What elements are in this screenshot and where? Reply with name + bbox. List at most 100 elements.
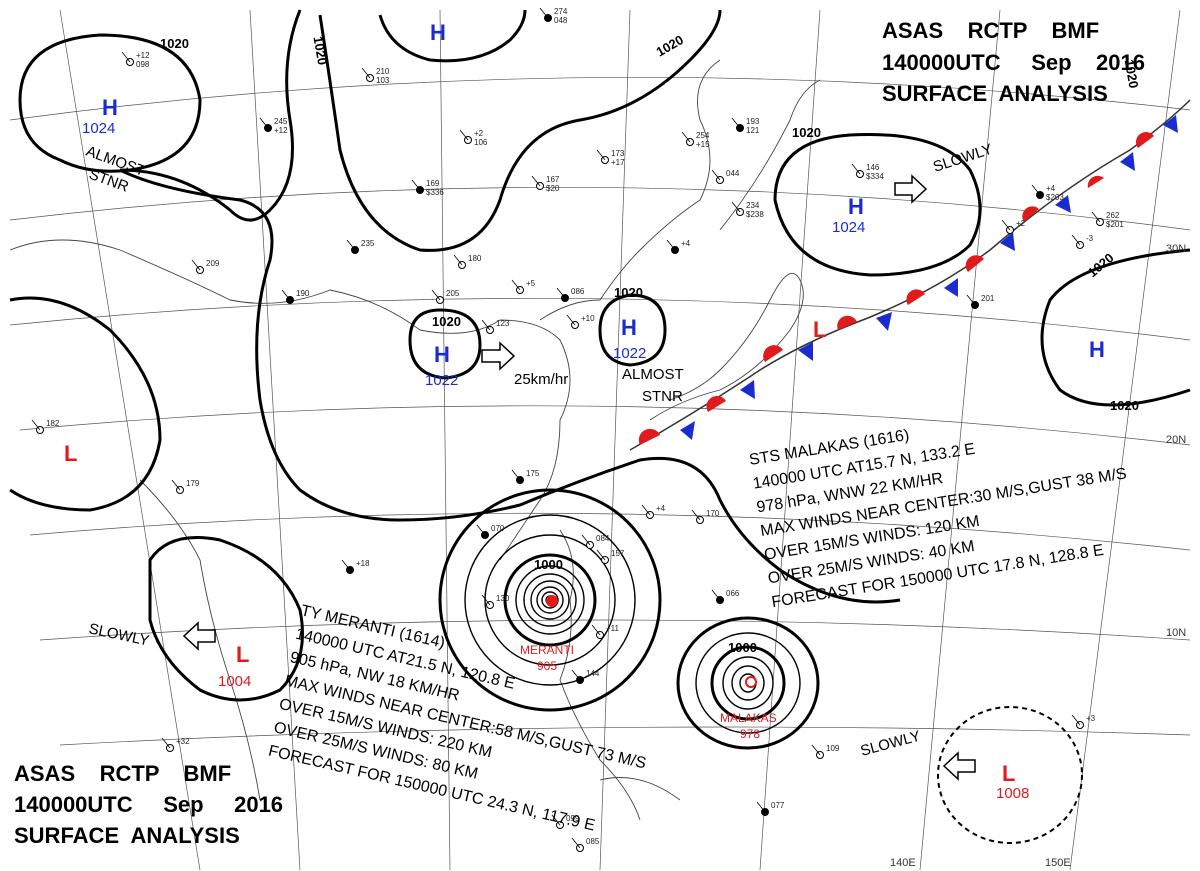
station-plots: 274 +12 210 245 +2 254 193 173 167 169 146 234 +4 262… — [31, 7, 1124, 852]
wind-barb-icon — [431, 289, 441, 301]
lat-label: 30N — [1166, 243, 1186, 255]
wind-barb-icon — [161, 737, 171, 749]
station-value: $203 — [1046, 193, 1064, 202]
station-value: +4 — [681, 239, 691, 248]
wind-barb-icon — [1031, 184, 1041, 196]
wind-barb-icon — [481, 594, 491, 606]
station-value: 170 — [706, 509, 720, 518]
station-value: 167 — [546, 175, 560, 184]
station-value: 201 — [981, 294, 995, 303]
station-value: +12 — [274, 126, 288, 135]
wind-barb-icon — [361, 67, 371, 79]
header-line: ASAS RCTP BMF — [882, 18, 1099, 43]
wind-barb-icon — [571, 669, 581, 681]
high-pressure-value: 1022 — [613, 345, 646, 362]
station-value: 123 — [496, 319, 510, 328]
wind-barb-icon — [1071, 714, 1081, 726]
station-value: 234 — [746, 201, 760, 210]
wind-barb-icon — [811, 744, 821, 756]
wind-barb-icon — [731, 201, 741, 213]
station-value: 245 — [274, 117, 288, 126]
arrow-east-2-icon — [894, 174, 928, 204]
station-value: 106 — [474, 138, 488, 147]
station-value: 175 — [526, 469, 540, 478]
wind-barb-icon — [966, 294, 976, 306]
movement-arrows — [182, 174, 976, 781]
wind-barb-icon — [539, 7, 549, 19]
station-value: 190 — [296, 289, 310, 298]
station-value: 193 — [746, 117, 760, 126]
station-value: +2 — [1016, 219, 1026, 228]
wind-barb-icon — [1071, 234, 1081, 246]
wind-barb-icon — [346, 239, 356, 251]
wind-barb-icon — [556, 287, 566, 299]
station-value: 262 — [1106, 211, 1120, 220]
station-value: 254 — [696, 131, 710, 140]
station-value: $238 — [746, 210, 764, 219]
storm-center-malakas: MALAKAS 978 — [720, 676, 777, 741]
isobar-label: 1000 — [728, 640, 757, 655]
station-value: 157 — [611, 549, 625, 558]
station-value: +4 — [1046, 184, 1056, 193]
wind-barb-icon — [596, 149, 606, 161]
wind-barb-icon — [641, 504, 651, 516]
arrow-east-1-icon — [481, 341, 516, 371]
header-line: SURFACE ANALYSIS — [14, 823, 240, 848]
meranti-name: MERANTI — [520, 643, 574, 657]
low-center: L — [1002, 761, 1015, 786]
high-center: H — [434, 342, 450, 367]
station-value: -3 — [1086, 234, 1094, 243]
wind-barb-icon — [511, 279, 521, 291]
wind-barb-icon — [691, 509, 701, 521]
motion-label: STNR — [642, 388, 683, 405]
isobar-label: 1000 — [534, 557, 563, 572]
wind-barb-icon — [1001, 219, 1011, 231]
header-line: 140000UTC Sep 2016 — [882, 50, 1145, 75]
high-center: H — [102, 95, 118, 120]
station-value: 109 — [826, 744, 840, 753]
station-value: +17 — [611, 158, 625, 167]
station-value: +3 — [1086, 714, 1096, 723]
wind-barb-icon — [341, 559, 351, 571]
station-value: 048 — [554, 16, 568, 25]
header-line: ASAS RCTP BMF — [14, 761, 231, 786]
malakas-name: MALAKAS — [720, 711, 777, 725]
lon-label: 140E — [890, 857, 916, 869]
malakas-pressure: 978 — [740, 727, 760, 741]
station-value: +5 — [526, 279, 536, 288]
wind-barb-icon — [596, 549, 606, 561]
station-value: 274 — [554, 7, 568, 16]
wind-barb-icon — [191, 259, 201, 271]
tropical-depression-area — [937, 706, 1083, 844]
station-value: $334 — [866, 172, 884, 181]
station-value: $336 — [426, 188, 444, 197]
low-center: L — [813, 317, 826, 342]
wind-barb-icon — [459, 129, 469, 141]
isobar-label: 1020 — [160, 36, 189, 51]
station-value: 144 — [586, 669, 600, 678]
arrow-west-2-icon — [942, 751, 976, 781]
wind-barb-icon — [551, 814, 561, 826]
isobar-label: 1020 — [310, 35, 330, 66]
motion-label: 25km/hr — [514, 371, 568, 388]
wind-barb-icon — [756, 801, 766, 813]
station-value: +12 — [136, 51, 150, 60]
wind-barb-icon — [411, 179, 421, 191]
station-value: +18 — [356, 559, 370, 568]
header-line: 140000UTC Sep 2016 — [14, 792, 283, 817]
low-pressure-value: 1008 — [996, 785, 1029, 802]
station-value: 180 — [468, 254, 482, 263]
station-value: 169 — [426, 179, 440, 188]
station-value: 205 — [446, 289, 460, 298]
wind-barb-icon — [511, 469, 521, 481]
station-value: 099 — [566, 814, 580, 823]
meranti-isobars — [438, 488, 662, 712]
station-value: 130 — [496, 594, 510, 603]
high-pressure-value: 1022 — [425, 372, 458, 389]
wind-barb-icon — [591, 624, 601, 636]
station-value: 121 — [746, 126, 760, 135]
station-value: 179 — [186, 479, 200, 488]
storm-center-meranti: MERANTI 905 — [520, 595, 574, 673]
wind-barb-icon — [171, 479, 181, 491]
